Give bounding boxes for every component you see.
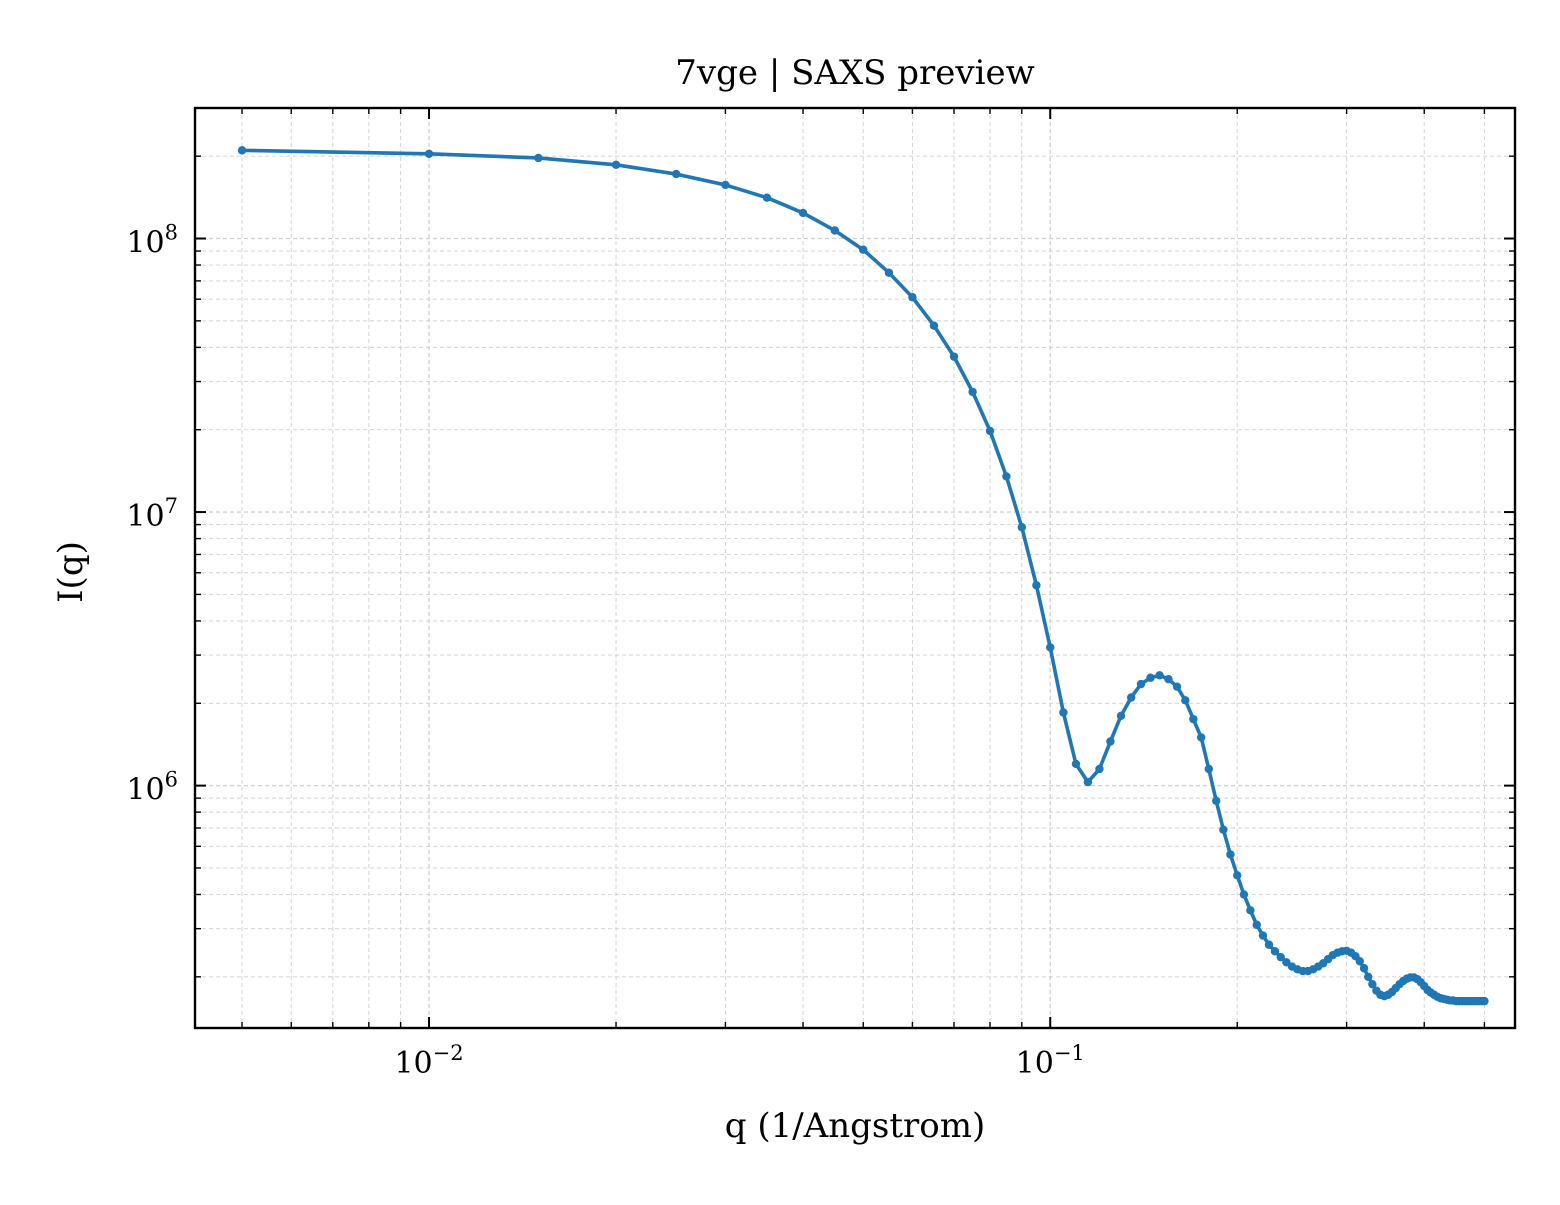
data-point bbox=[1136, 679, 1146, 689]
data-point bbox=[798, 208, 808, 218]
data-point bbox=[1233, 871, 1242, 880]
data-point bbox=[1164, 674, 1173, 684]
data-point bbox=[949, 352, 959, 361]
data-point bbox=[1116, 711, 1126, 720]
series-group bbox=[237, 146, 1489, 1006]
data-point bbox=[1032, 581, 1041, 590]
data-point bbox=[1106, 737, 1115, 746]
data-point bbox=[672, 169, 681, 179]
data-point bbox=[1083, 777, 1093, 787]
data-point bbox=[859, 245, 868, 254]
y-axis-label: I(q) bbox=[51, 541, 91, 603]
plot-frame bbox=[193, 106, 1517, 1030]
data-point bbox=[1172, 682, 1182, 691]
data-point bbox=[611, 160, 621, 169]
data-point bbox=[968, 387, 977, 397]
data-point bbox=[1095, 764, 1104, 774]
data-point bbox=[929, 321, 939, 330]
data-point bbox=[1017, 523, 1027, 532]
data-point bbox=[1355, 957, 1364, 966]
data-point bbox=[1258, 931, 1268, 940]
data-point bbox=[985, 426, 995, 436]
data-point bbox=[1276, 952, 1285, 962]
data-point bbox=[1219, 825, 1228, 834]
data-point bbox=[1368, 979, 1377, 989]
data-point bbox=[1046, 643, 1055, 652]
data-point bbox=[1002, 472, 1011, 481]
data-point bbox=[1359, 964, 1369, 973]
data-point bbox=[424, 149, 434, 159]
data-point bbox=[884, 268, 894, 277]
data-point bbox=[1059, 708, 1068, 717]
y-tick-label: 107 bbox=[126, 494, 178, 534]
data-point bbox=[1197, 733, 1206, 742]
data-point bbox=[1364, 972, 1373, 982]
y-tick-label: 108 bbox=[126, 221, 178, 261]
data-point bbox=[1126, 693, 1136, 702]
x-tick-label: 10−2 bbox=[394, 1041, 463, 1081]
x-axis-label: q (1/Angstrom) bbox=[725, 1106, 985, 1146]
data-point bbox=[1146, 673, 1155, 682]
data-point bbox=[1252, 920, 1261, 929]
chart-title: 7vge | SAXS preview bbox=[675, 53, 1034, 93]
data-point bbox=[534, 153, 543, 163]
data-point bbox=[1181, 696, 1190, 705]
data-point bbox=[908, 293, 917, 302]
data-point bbox=[1204, 764, 1214, 774]
y-tick-label: 106 bbox=[126, 768, 178, 808]
data-point bbox=[830, 226, 840, 235]
data-point bbox=[1189, 714, 1198, 724]
data-point bbox=[237, 146, 247, 155]
data-point bbox=[1246, 906, 1255, 915]
data-point bbox=[721, 180, 730, 190]
data-point bbox=[1264, 940, 1274, 949]
data-point bbox=[1226, 850, 1235, 859]
data-point bbox=[1239, 890, 1249, 899]
data-point bbox=[1212, 796, 1221, 806]
data-point bbox=[1071, 759, 1081, 769]
data-point bbox=[1270, 947, 1280, 956]
data-point bbox=[1480, 996, 1489, 1006]
data-point bbox=[1155, 671, 1164, 680]
x-tick-label: 10−1 bbox=[1016, 1041, 1085, 1081]
data-point bbox=[762, 193, 772, 202]
